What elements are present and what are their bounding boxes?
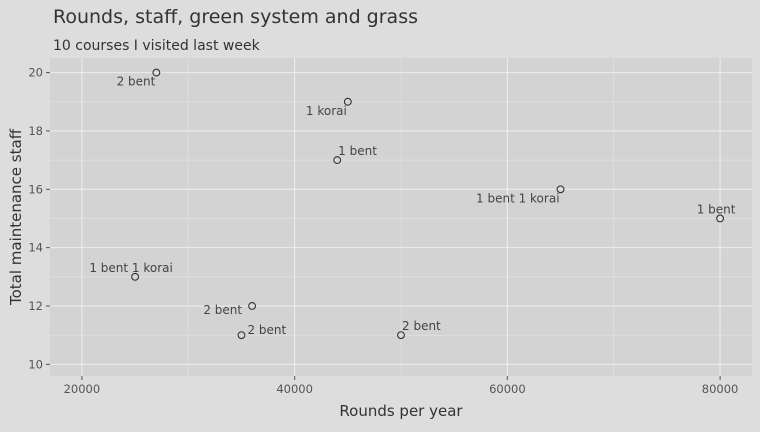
chart-subtitle: 10 courses I visited last week bbox=[53, 38, 261, 54]
x-tick-label: 40000 bbox=[276, 382, 313, 396]
point-label: 1 bent 1 korai bbox=[89, 261, 173, 275]
x-axis-title: Rounds per year bbox=[339, 402, 463, 420]
data-point bbox=[131, 272, 140, 281]
axis-ticks: 20000 40000 60000 80000 10 12 14 16 18 20 bbox=[28, 66, 738, 396]
chart-title: Rounds, staff, green system and grass bbox=[53, 6, 418, 28]
x-tick-label: 60000 bbox=[489, 382, 526, 396]
data-point bbox=[397, 331, 405, 340]
y-tick-label: 14 bbox=[28, 241, 43, 255]
point-labels: 2 bent 1 korai 1 bent 1 bent 1 korai 1 bent 1… bbox=[89, 75, 735, 338]
grid bbox=[50, 58, 752, 376]
data-point bbox=[237, 331, 246, 340]
point-label: 2 bent bbox=[402, 319, 441, 333]
data-point bbox=[343, 97, 352, 106]
point-label: 1 korai bbox=[306, 104, 347, 118]
x-tick-label: 80000 bbox=[702, 382, 739, 396]
point-label: 2 bent bbox=[203, 303, 242, 317]
point-label: 1 bent 1 korai bbox=[476, 191, 560, 205]
point-label: 2 bent bbox=[247, 323, 286, 337]
data-point bbox=[333, 156, 342, 165]
y-tick-label: 12 bbox=[28, 299, 43, 313]
x-tick-label: 20000 bbox=[64, 382, 101, 396]
data-point bbox=[248, 302, 257, 310]
y-tick-label: 16 bbox=[28, 182, 43, 196]
point-label: 1 bent bbox=[697, 202, 736, 216]
data-point bbox=[152, 68, 161, 77]
y-axis-title: Total maintenance staff bbox=[7, 128, 25, 306]
y-tick-label: 10 bbox=[28, 357, 43, 371]
point-label: 2 bent bbox=[117, 75, 156, 89]
y-tick-label: 18 bbox=[28, 124, 43, 138]
point-label: 1 bent bbox=[338, 144, 377, 158]
data-point bbox=[716, 214, 725, 223]
data-points bbox=[131, 68, 725, 340]
y-tick-label: 20 bbox=[28, 66, 43, 80]
data-point bbox=[556, 185, 565, 194]
